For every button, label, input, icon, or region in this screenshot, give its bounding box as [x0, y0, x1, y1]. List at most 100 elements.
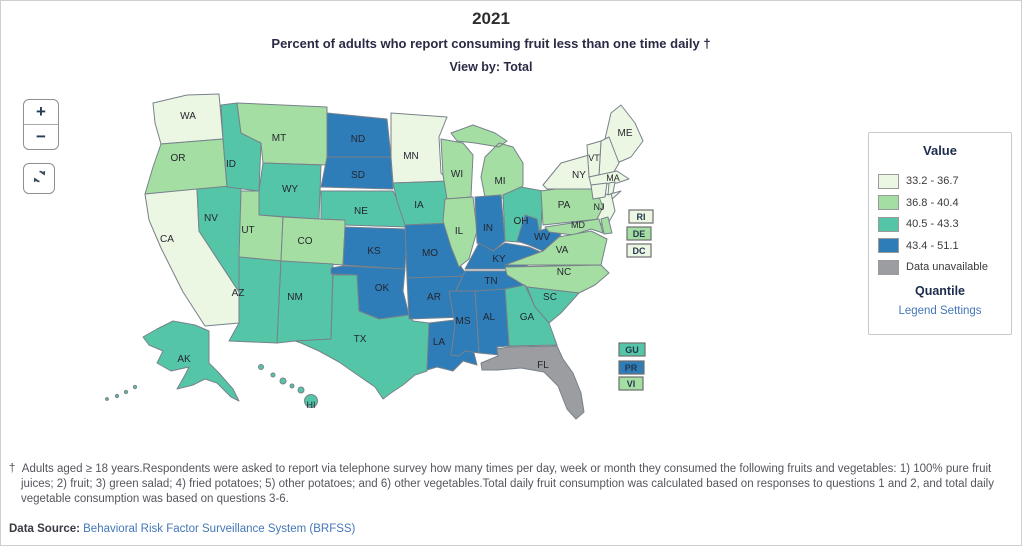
state-label: KS	[367, 246, 381, 257]
state-ak-aleutian-island[interactable]	[132, 384, 138, 390]
state-md[interactable]	[544, 218, 604, 236]
state-box-de[interactable]: DE	[626, 226, 652, 241]
state-ak-aleutian-island[interactable]	[114, 393, 120, 399]
state-label: OR	[171, 153, 186, 164]
state-nm[interactable]	[276, 260, 334, 344]
state-label: MT	[272, 133, 286, 144]
legend-bin-label: Data unavailable	[906, 261, 988, 273]
state-label: NY	[572, 170, 586, 181]
state-label: AK	[177, 354, 191, 365]
state-tx[interactable]	[294, 274, 430, 400]
state-label: WA	[180, 111, 196, 122]
state-label: NJ	[594, 202, 605, 212]
state-label: SC	[543, 292, 557, 303]
state-label: AR	[427, 292, 441, 303]
state-label: VT	[588, 153, 600, 163]
state-label: MI	[494, 176, 505, 187]
footnote: † Adults aged ≥ 18 years.Respondents wer…	[9, 462, 1021, 508]
state-label: ME	[618, 128, 633, 139]
data-source-link[interactable]: Behavioral Risk Factor Surveillance Syst…	[83, 523, 356, 535]
legend-row: 43.4 - 51.1	[878, 238, 1011, 254]
map-subtitle: Percent of adults who report consuming f…	[271, 36, 711, 51]
state-label: ND	[351, 134, 365, 145]
data-source-label: Data Source:	[9, 523, 80, 535]
legend-swatch	[878, 173, 899, 189]
state-label: CA	[160, 234, 174, 245]
state-or[interactable]	[144, 138, 228, 195]
state-label: IA	[414, 200, 424, 211]
legend-panel: Value 33.2 - 36.7 36.8 - 40.4 40.5 - 43.3 4…	[868, 132, 1012, 335]
state-fl[interactable]	[480, 345, 585, 420]
legend-title: Value	[923, 143, 957, 158]
legend-bin-label: 43.4 - 51.1	[906, 239, 959, 252]
state-label: AL	[483, 312, 496, 323]
state-label: WI	[451, 169, 463, 180]
state-label: OK	[375, 283, 390, 294]
footnote-text: Adults aged ≥ 18 years.Respondents were …	[21, 463, 994, 506]
state-label: GA	[520, 312, 535, 323]
territory-box-vi[interactable]: VI	[618, 376, 644, 391]
state-label: OH	[514, 216, 529, 227]
state-label: KY	[492, 254, 506, 265]
reset-view-button[interactable]	[23, 163, 55, 194]
svg-text:DC: DC	[633, 246, 646, 256]
state-label: FL	[537, 360, 549, 371]
state-ne[interactable]	[320, 190, 408, 228]
svg-text:DE: DE	[633, 229, 646, 239]
state-label: NV	[204, 213, 218, 224]
state-hi-island[interactable]	[258, 364, 264, 370]
state-me[interactable]	[604, 104, 644, 164]
svg-text:RI: RI	[637, 212, 646, 222]
zoom-in-button[interactable]: +	[36, 102, 46, 121]
svg-text:PR: PR	[625, 363, 638, 373]
legend-settings-link[interactable]: Legend Settings	[898, 305, 982, 317]
state-ms[interactable]	[448, 290, 480, 357]
state-ak[interactable]	[142, 320, 240, 402]
state-label: TN	[484, 276, 497, 287]
state-box-dc[interactable]: DC	[626, 243, 652, 258]
state-de[interactable]	[600, 216, 613, 235]
state-label: WY	[282, 184, 298, 195]
zoom-out-button[interactable]: −	[24, 124, 58, 149]
legend-bin-label: 33.2 - 36.7	[906, 175, 959, 187]
state-box-ri[interactable]: RI	[628, 209, 654, 224]
view-by-label: View by: Total	[449, 60, 533, 74]
state-mn[interactable]	[390, 112, 450, 184]
state-hi-island[interactable]	[289, 383, 295, 389]
header: 2021 Percent of adults who report consum…	[1, 9, 981, 74]
legend-swatch	[878, 195, 899, 210]
svg-text:GU: GU	[625, 345, 639, 355]
state-sd[interactable]	[320, 156, 394, 190]
state-il[interactable]	[442, 196, 478, 268]
state-label: CO	[298, 236, 313, 247]
state-label: NE	[354, 206, 368, 217]
state-hi-island[interactable]	[279, 377, 287, 385]
territory-box-pr[interactable]: PR	[618, 360, 645, 375]
state-hi-island[interactable]	[304, 394, 318, 408]
state-label: PA	[558, 200, 571, 211]
state-label: TX	[354, 334, 367, 345]
state-nc[interactable]	[504, 264, 610, 294]
state-ma[interactable]	[588, 170, 630, 186]
state-label: UT	[241, 225, 254, 236]
state-ak-aleutian-island[interactable]	[105, 397, 109, 401]
state-hi-island[interactable]	[297, 386, 305, 394]
legend-row: 33.2 - 36.7	[878, 173, 1011, 189]
state-ak-aleutian-island[interactable]	[123, 389, 129, 395]
state-hi-island[interactable]	[270, 372, 276, 378]
state-co[interactable]	[280, 216, 346, 266]
state-label: NC	[557, 267, 571, 278]
state-label: IN	[483, 223, 493, 234]
state-mi[interactable]	[450, 124, 524, 200]
legend-rows: 33.2 - 36.7 36.8 - 40.4 40.5 - 43.3 43.4 - …	[878, 173, 1011, 275]
legend-swatch	[878, 216, 899, 232]
state-label: IL	[455, 226, 464, 237]
state-ct[interactable]	[590, 182, 608, 200]
territory-box-gu[interactable]: GU	[618, 342, 646, 357]
state-in[interactable]	[474, 194, 506, 252]
legend-row: Data unavailable	[878, 259, 1011, 275]
us-choropleth-map[interactable]: WA OR CA NV ID MT WY UT CO AZ NM ND SD N…	[61, 79, 701, 449]
legend-bin-label: 36.8 - 40.4	[906, 196, 959, 209]
state-ri[interactable]	[607, 181, 616, 196]
